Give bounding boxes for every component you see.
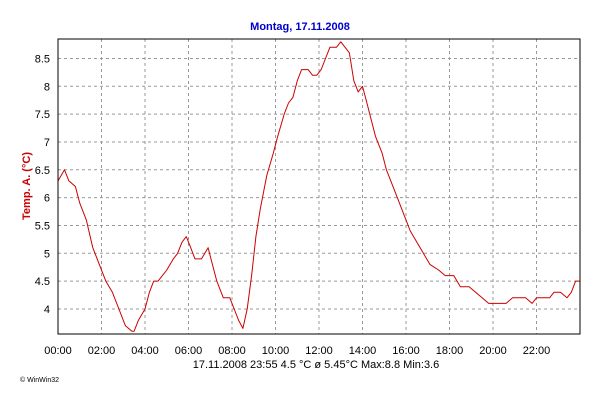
plot-area-border: [57, 38, 581, 335]
x-tick-label: 08:00: [218, 345, 246, 357]
y-tick-label: 4: [44, 304, 50, 316]
y-tick-label: 8.5: [35, 53, 50, 65]
x-tick-label: 20:00: [479, 345, 507, 357]
chart-title: Montag, 17.11.2008: [250, 21, 350, 33]
x-tick-label: 06:00: [175, 345, 203, 357]
x-tick-label: 22:00: [523, 345, 551, 357]
x-tick-label: 14:00: [349, 345, 377, 357]
grid: [58, 39, 580, 334]
x-tick-label: 16:00: [392, 345, 420, 357]
y-tick-label: 8: [44, 81, 50, 93]
y-axis-label: Temp. A. (°C): [21, 152, 33, 220]
y-tick-label: 5.5: [35, 220, 50, 232]
x-tick-label: 18:00: [436, 345, 464, 357]
x-tick-label: 02:00: [88, 345, 116, 357]
y-tick-label: 6: [44, 193, 50, 205]
temperature-series-line: [57, 41, 580, 332]
logo-text: © WinWin32: [20, 376, 59, 384]
y-tick-label: 6.5: [35, 165, 50, 177]
x-tick-label: 10:00: [262, 345, 290, 357]
x-tick-label: 04:00: [131, 345, 159, 357]
series-group: [57, 41, 580, 332]
x-tick-label: 12:00: [305, 345, 333, 357]
y-tick-label: 7.5: [35, 109, 50, 121]
x-tick-label: 00:00: [44, 345, 72, 357]
tick-labels: 00:00 02:00 04:00 06:00 08:00 10:00 12:00 14:00…: [35, 53, 551, 357]
footer-stats: 17.11.2008 23:55 4.5 °C ø 5.45°C Max:8.8…: [193, 359, 439, 371]
y-tick-label: 5: [44, 248, 50, 260]
y-tick-label: 4.5: [35, 276, 50, 288]
y-tick-label: 7: [44, 137, 50, 149]
